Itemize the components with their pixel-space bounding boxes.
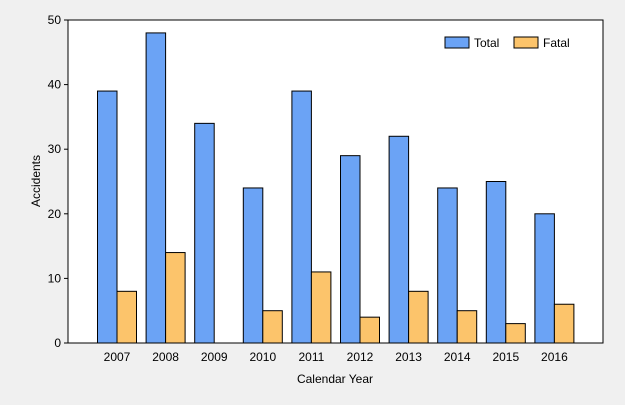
x-tick-label: 2008 xyxy=(152,350,179,364)
x-tick-label: 2009 xyxy=(201,350,228,364)
bar-total-2013 xyxy=(388,135,410,344)
x-tick-label: 2007 xyxy=(104,350,131,364)
bar-fatal-2015 xyxy=(505,323,526,344)
bar-total-2016 xyxy=(534,213,555,344)
legend-swatch-total xyxy=(444,36,470,49)
bar-fatal-2012 xyxy=(359,316,380,344)
legend-swatch-fatal xyxy=(513,36,539,49)
bar-total-2007 xyxy=(97,90,118,344)
y-tick-label: 30 xyxy=(48,142,62,156)
y-tick-label: 40 xyxy=(48,78,62,92)
bar-fatal-2007 xyxy=(116,290,137,344)
x-tick-label: 2012 xyxy=(347,350,374,364)
legend-label-fatal: Fatal xyxy=(543,36,570,50)
x-tick-label: 2010 xyxy=(249,350,276,364)
bar-total-2015 xyxy=(485,181,507,344)
y-tick-label: 50 xyxy=(48,13,62,27)
y-tick-label: 0 xyxy=(54,336,61,350)
bar-fatal-2013 xyxy=(408,290,429,344)
y-tick-label: 10 xyxy=(48,271,62,285)
x-tick-label: 2011 xyxy=(298,350,324,364)
x-axis-label: Calendar Year xyxy=(297,372,373,386)
bar-fatal-2016 xyxy=(553,303,575,344)
x-tick-label: 2015 xyxy=(492,350,519,364)
legend-label-total: Total xyxy=(474,36,499,50)
bar-fatal-2014 xyxy=(456,310,478,344)
x-tick-label: 2016 xyxy=(541,350,568,364)
y-axis-label: Accidents xyxy=(29,155,43,207)
axes: 0 10 20 30 40 50 2007 2008 2009 2010 2011 2012 2013 2… xyxy=(48,13,568,364)
bar-total-2012 xyxy=(340,155,361,344)
bar-fatal-2008 xyxy=(165,252,186,344)
legend: Total Fatal xyxy=(444,36,570,50)
bar-total-2009 xyxy=(194,122,215,344)
bars-layer xyxy=(97,32,575,344)
bar-total-2008 xyxy=(145,32,167,344)
x-tick-label: 2014 xyxy=(444,350,471,364)
y-tick-label: 20 xyxy=(48,207,62,221)
bar-fatal-2010 xyxy=(262,310,283,344)
bar-fatal-2011 xyxy=(310,271,332,344)
bar-total-2014 xyxy=(437,187,458,344)
bar-total-2011 xyxy=(291,90,312,344)
x-tick-label: 2013 xyxy=(395,350,422,364)
bar-total-2010 xyxy=(242,187,264,344)
